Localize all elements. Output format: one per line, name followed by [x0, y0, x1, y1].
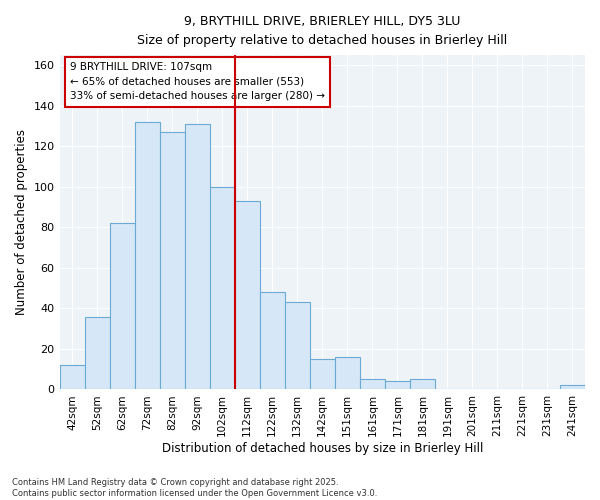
Y-axis label: Number of detached properties: Number of detached properties: [15, 130, 28, 316]
Bar: [160, 132, 185, 390]
Bar: [285, 302, 310, 390]
Bar: [85, 316, 110, 390]
Bar: [560, 386, 585, 390]
Bar: [59, 365, 85, 390]
Text: 9 BRYTHILL DRIVE: 107sqm
← 65% of detached houses are smaller (553)
33% of semi-: 9 BRYTHILL DRIVE: 107sqm ← 65% of detach…: [70, 62, 325, 102]
X-axis label: Distribution of detached houses by size in Brierley Hill: Distribution of detached houses by size …: [161, 442, 483, 455]
Bar: [310, 359, 335, 390]
Bar: [410, 380, 435, 390]
Title: 9, BRYTHILL DRIVE, BRIERLEY HILL, DY5 3LU
Size of property relative to detached : 9, BRYTHILL DRIVE, BRIERLEY HILL, DY5 3L…: [137, 15, 508, 47]
Bar: [260, 292, 285, 390]
Bar: [235, 201, 260, 390]
Bar: [360, 380, 385, 390]
Bar: [385, 382, 410, 390]
Bar: [110, 224, 134, 390]
Bar: [335, 357, 360, 390]
Bar: [185, 124, 209, 390]
Bar: [209, 187, 235, 390]
Text: Contains HM Land Registry data © Crown copyright and database right 2025.
Contai: Contains HM Land Registry data © Crown c…: [12, 478, 377, 498]
Bar: [134, 122, 160, 390]
